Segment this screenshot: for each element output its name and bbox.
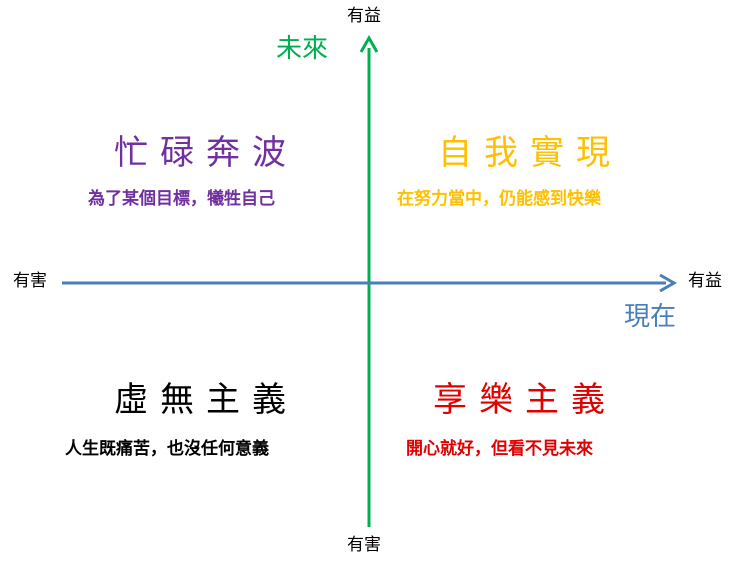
quadrant-top-left-title: 忙碌奔波 [114, 133, 298, 173]
quadrant-bottom-left-title: 虛無主義 [114, 380, 298, 420]
quadrant-bottom-left-description: 人生既痛苦，也沒任何意義 [65, 439, 269, 459]
quadrant-bottom-right-description: 開心就好，但看不見未來 [406, 439, 593, 459]
quadrant-bottom-right-title: 享樂主義 [433, 380, 617, 420]
horizontal-axis-left-label: 有害 [13, 271, 47, 291]
quadrant-top-right-description: 在努力當中，仍能感到快樂 [397, 189, 601, 209]
vertical-axis-bottom-label: 有害 [347, 535, 381, 555]
vertical-axis-top-label: 有益 [347, 6, 381, 26]
quadrant-top-right-title: 自我實現 [438, 133, 622, 173]
horizontal-axis-arrowhead [659, 273, 678, 293]
horizontal-axis-name: 現在 [624, 302, 677, 332]
vertical-axis-name: 未來 [276, 34, 329, 64]
quadrant-top-left-description: 為了某個目標，犧牲自己 [88, 189, 275, 209]
vertical-axis-arrowhead [359, 34, 379, 53]
horizontal-axis-right-label: 有益 [688, 271, 722, 291]
